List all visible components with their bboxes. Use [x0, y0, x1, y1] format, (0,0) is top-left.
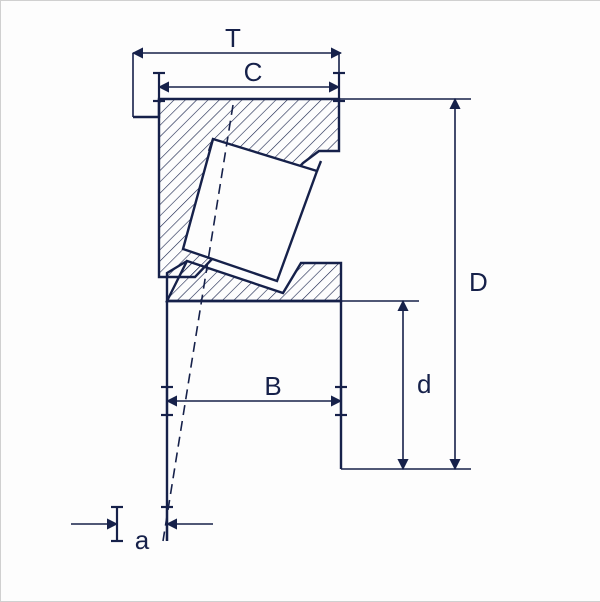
dim-a: a [71, 507, 213, 555]
dim-T: T [133, 23, 341, 53]
dim-C: C [153, 57, 345, 101]
label-D: D [469, 267, 488, 297]
label-T: T [225, 23, 241, 53]
label-B: B [264, 371, 281, 401]
diagram-svg: T C B D d [1, 1, 600, 601]
dim-D: D [455, 99, 488, 469]
bearing-diagram: T C B D d [0, 0, 600, 602]
label-C: C [244, 57, 263, 87]
dim-d: d [403, 301, 431, 469]
label-a: a [135, 525, 150, 555]
label-d: d [417, 369, 431, 399]
